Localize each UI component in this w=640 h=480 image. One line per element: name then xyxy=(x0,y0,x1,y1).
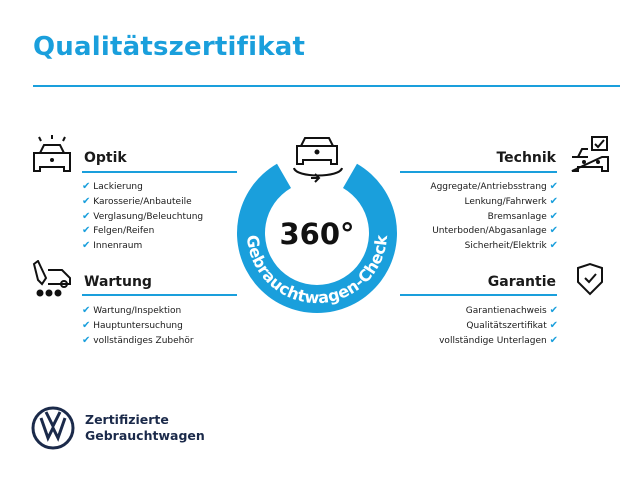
technik-list: Aggregate/Antriebsstrang ✔ Lenkung/Fahrw… xyxy=(430,180,558,254)
check-icon: ✔ xyxy=(82,195,91,207)
check-icon: ✔ xyxy=(549,305,558,316)
check-icon: ✔ xyxy=(549,319,558,331)
badge-ring xyxy=(237,163,397,313)
wartung-divider xyxy=(82,294,237,296)
list-item: ✔ vollständiges Zubehör xyxy=(82,334,194,346)
car-check-icon xyxy=(571,136,609,172)
check-icon: ✔ xyxy=(82,181,91,192)
list-item: ✔ Wartung/Inspektion xyxy=(82,305,182,316)
page-title: Qualitätszertifikat xyxy=(33,32,306,62)
service-tool-car-icon xyxy=(32,260,71,297)
check-icon: ✔ xyxy=(549,334,558,346)
check-icon: ✔ xyxy=(82,305,91,316)
degrees-label: 360° xyxy=(279,217,354,251)
list-item: ✔ Hauptuntersuchung xyxy=(82,319,183,331)
list-item: Qualitätszertifikat ✔ xyxy=(466,319,558,331)
shield-check-icon xyxy=(577,262,603,296)
car-lights-icon xyxy=(33,135,71,172)
check-icon: ✔ xyxy=(82,240,91,252)
check-icon: ✔ xyxy=(549,240,558,252)
list-item: ✔ Felgen/Reifen xyxy=(82,225,155,237)
check-icon: ✔ xyxy=(82,210,91,222)
list-item: ✔ Verglasung/Beleuchtung xyxy=(82,210,204,222)
check-icon: ✔ xyxy=(549,181,558,192)
technik-divider xyxy=(400,171,557,173)
list-item: Bremsanlage ✔ xyxy=(487,210,558,222)
check-icon: ✔ xyxy=(82,319,91,331)
technik-title: Technik xyxy=(496,150,556,166)
list-item: Unterboden/Abgasanlage ✔ xyxy=(432,225,558,237)
check-icon: ✔ xyxy=(549,195,558,207)
list-item: ✔ Innenraum xyxy=(82,240,143,252)
list-item: ✔ Lackierung xyxy=(82,181,143,192)
title-underline xyxy=(33,85,620,87)
check-icon: ✔ xyxy=(549,210,558,222)
list-item: vollständige Unterlagen ✔ xyxy=(439,334,558,346)
optik-title: Optik xyxy=(84,150,127,166)
list-item: Sicherheit/Elektrik ✔ xyxy=(464,240,558,252)
check-icon: ✔ xyxy=(82,225,91,237)
optik-list: ✔ Lackierung ✔ Karosserie/Anbauteile ✔ V… xyxy=(82,180,203,254)
garantie-title: Garantie xyxy=(487,274,556,290)
optik-divider xyxy=(82,171,237,173)
garantie-divider xyxy=(400,294,557,296)
wartung-list: ✔ Wartung/Inspektion ✔ Hauptuntersuchung… xyxy=(82,304,194,348)
check-icon: ✔ xyxy=(82,334,91,346)
garantie-list: Garantienachweis ✔ Qualitätszertifikat ✔… xyxy=(439,304,558,348)
list-item: Lenkung/Fahrwerk ✔ xyxy=(464,195,558,207)
vw-logo xyxy=(31,406,75,450)
list-item: Garantienachweis ✔ xyxy=(465,305,558,316)
wartung-title: Wartung xyxy=(84,274,152,290)
brand-text: Zertifizierte Gebrauchtwagen xyxy=(85,412,205,443)
car-360-icon xyxy=(293,137,343,183)
check-icon: ✔ xyxy=(549,225,558,237)
list-item: ✔ Karosserie/Anbauteile xyxy=(82,195,192,207)
list-item: Aggregate/Antriebsstrang ✔ xyxy=(430,181,558,192)
